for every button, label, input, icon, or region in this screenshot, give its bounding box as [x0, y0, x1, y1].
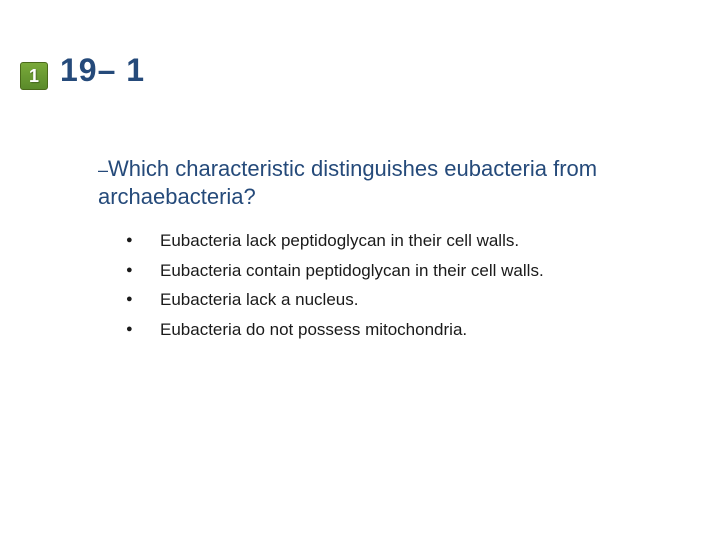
question-prefix: – [98, 160, 108, 180]
question-body: Which characteristic distinguishes eubac… [98, 156, 597, 209]
option-item: Eubacteria do not possess mitochondria. [126, 317, 670, 343]
option-item: Eubacteria contain peptidoglycan in thei… [126, 258, 670, 284]
content-area: –Which characteristic distinguishes euba… [98, 155, 670, 346]
section-badge: 1 [20, 62, 48, 90]
question-text: –Which characteristic distinguishes euba… [98, 155, 670, 210]
options-list: Eubacteria lack peptidoglycan in their c… [98, 228, 670, 342]
section-badge-number: 1 [29, 66, 39, 87]
option-item: Eubacteria lack a nucleus. [126, 287, 670, 313]
slide-number: 19– 1 [60, 52, 145, 89]
option-item: Eubacteria lack peptidoglycan in their c… [126, 228, 670, 254]
